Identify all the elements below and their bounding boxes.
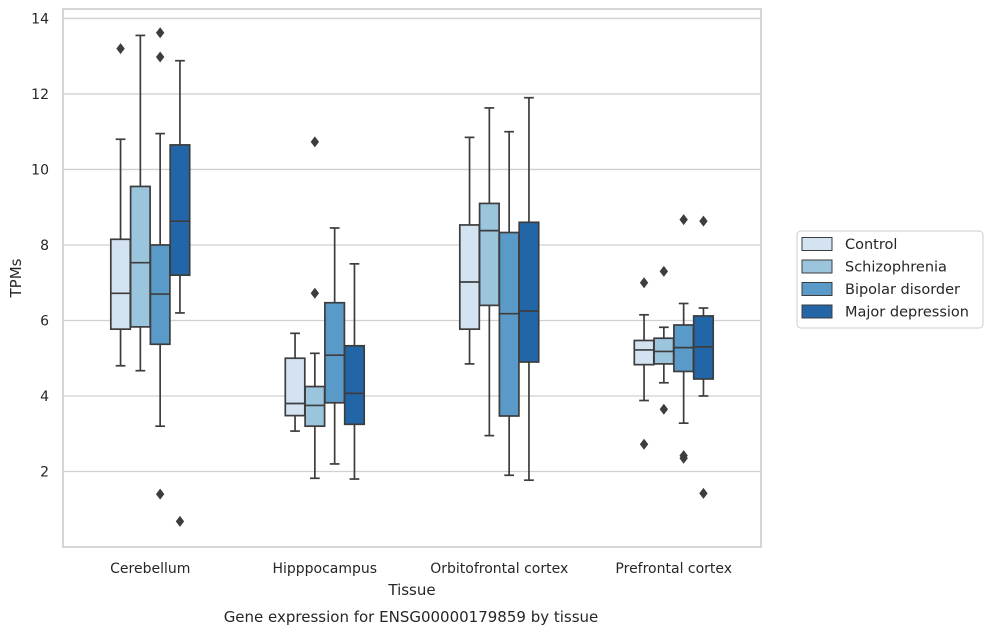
outlier-point (659, 403, 669, 415)
y-tick-label: 12 (31, 87, 49, 103)
legend-swatch (801, 259, 833, 274)
x-tick-label: Cerebellum (110, 561, 190, 577)
x-tick-labels: Cerebellum Hipppocampus Orbitofrontal cort… (110, 561, 732, 577)
legend: Control Schizophrenia Bipolar disorder Majo… (796, 230, 984, 329)
box-major-depression (169, 59, 191, 527)
y-axis-label: TPMs (7, 258, 25, 298)
outlier-point (639, 277, 649, 289)
outlier-point (310, 136, 320, 148)
iqr-box (129, 185, 151, 328)
legend-swatch (801, 282, 833, 296)
legend-label: Bipolar disorder (845, 282, 960, 298)
figure-caption: Gene expression for ENSG00000179859 by t… (224, 608, 599, 626)
y-tick-label: 2 (40, 464, 49, 480)
outlier-point (116, 43, 125, 55)
outlier-point (155, 27, 165, 39)
iqr-box (343, 344, 366, 426)
iqr-box (109, 238, 132, 331)
boxes (109, 27, 715, 527)
legend-frame (796, 230, 984, 329)
iqr-box (324, 301, 346, 404)
x-tick-label: Orbitofrontal cortex (430, 561, 568, 577)
box-control (109, 43, 132, 367)
outlier-point (155, 488, 165, 500)
plot-frame (62, 8, 762, 548)
iqr-box (478, 202, 500, 307)
legend-items: Control Schizophrenia Bipolar disorder Majo… (801, 237, 969, 321)
y-tick-label: 6 (40, 313, 49, 329)
box-control (284, 332, 306, 432)
box-control (458, 136, 481, 365)
box-major-depression (692, 215, 715, 499)
x-tick-label: Prefrontal cortex (615, 561, 732, 577)
y-tick-label: 8 (40, 238, 49, 254)
outlier-point (659, 265, 669, 277)
box-bipolar-disorder (149, 27, 171, 500)
box-schizophrenia (304, 136, 326, 480)
iqr-box (304, 385, 326, 428)
outlier-point (310, 287, 320, 299)
y-tick-label: 10 (31, 162, 49, 178)
outlier-point (699, 215, 708, 227)
x-axis-label: Tissue (387, 581, 435, 599)
box-major-depression (518, 96, 540, 482)
box-bipolar-disorder (673, 214, 695, 464)
y-tick-label: 4 (40, 389, 49, 405)
outlier-point (679, 452, 688, 464)
box-schizophrenia (129, 34, 151, 372)
y-tick-labels: 2 4 6 8 10 12 14 (31, 11, 49, 480)
iqr-box (458, 224, 481, 331)
outlier-point (175, 515, 185, 527)
iqr-box (498, 231, 520, 417)
iqr-box (518, 221, 540, 363)
iqr-box (284, 357, 306, 417)
box-schizophrenia (478, 107, 500, 437)
x-tick-label: Hipppocampus (272, 561, 377, 577)
legend-label: Schizophrenia (845, 260, 947, 276)
box-major-depression (343, 262, 366, 480)
iqr-box (633, 339, 655, 366)
legend-label: Control (845, 237, 897, 253)
legend-label: Major depression (845, 305, 969, 321)
legend-swatch (801, 237, 833, 251)
outlier-point (699, 487, 708, 499)
outlier-point (639, 438, 649, 450)
iqr-box (169, 144, 191, 277)
y-tick-label: 14 (31, 11, 49, 27)
outlier-point (155, 51, 165, 63)
legend-swatch (801, 304, 833, 319)
outlier-point (679, 214, 688, 226)
